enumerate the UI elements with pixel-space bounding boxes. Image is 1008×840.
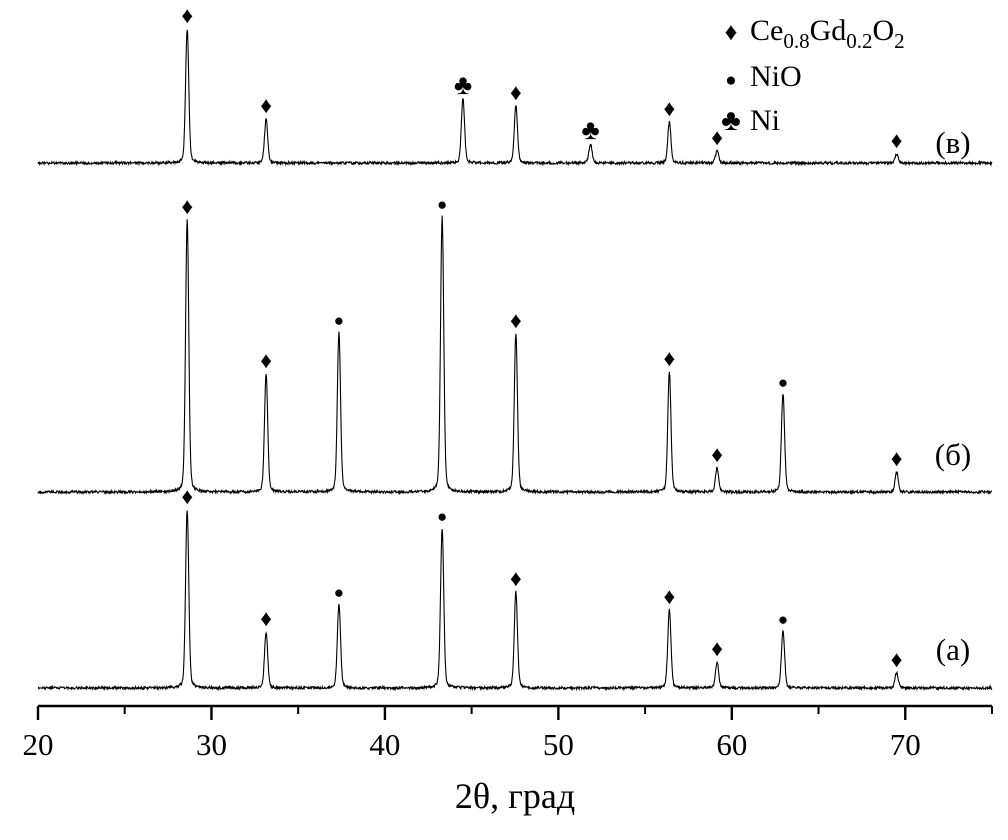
diamond-marker-icon: ♦ (181, 484, 193, 509)
peak-markers: ♦♦●●♦♦♦●♦♦♦●●♦♦♦●♦♦♦♣ ♦♣♦♦ ♦ (181, 3, 902, 672)
club-legend-icon: ♣ (721, 104, 741, 137)
x-axis-tick-label: 50 (543, 727, 574, 762)
x-axis-tick-label: 60 (716, 727, 747, 762)
diamond-marker-icon: ♦ (711, 125, 723, 150)
diamond-marker-icon: ♦ (664, 96, 676, 121)
legend: ♦ Ce0.8Gd0.2O2 ● NiO ♣ Ni (721, 14, 905, 137)
series-label: (а) (936, 632, 970, 667)
diamond-marker-icon: ♦ (664, 584, 676, 609)
club-marker-icon: ♣ (581, 115, 599, 146)
circle-legend-icon: ● (725, 70, 736, 91)
x-axis-title: 2θ, град (455, 776, 575, 816)
x-axis: 20 30 40 50 60 70 2θ, град (23, 704, 993, 816)
circle-marker-icon: ● (334, 583, 344, 602)
diffraction-trace (37, 29, 993, 167)
club-marker-icon: ♣ (454, 70, 472, 101)
diamond-marker-icon: ♦ (181, 194, 193, 219)
diamond-legend-icon: ♦ (725, 19, 738, 46)
diamond-marker-icon: ♦ (891, 647, 903, 672)
legend-entry-label: Ni (750, 104, 780, 137)
diamond-marker-icon: ♦ (260, 348, 272, 373)
series-label: (б) (935, 437, 971, 472)
diamond-marker-icon: ♦ (891, 446, 903, 471)
diamond-marker-icon: ♦ (711, 636, 723, 661)
x-axis-tick-label: 20 (23, 727, 54, 762)
circle-marker-icon: ● (437, 507, 447, 526)
diamond-marker-icon: ♦ (891, 128, 903, 153)
series-labels: (а) (б) (в) (935, 125, 971, 667)
circle-marker-icon: ● (334, 311, 344, 330)
circle-marker-icon: ● (778, 610, 788, 629)
circle-marker-icon: ● (778, 373, 788, 392)
diamond-marker-icon: ♦ (510, 80, 522, 105)
traces (37, 29, 993, 692)
series-label: (в) (935, 125, 970, 160)
legend-entry-label: Ce0.8Gd0.2O2 (750, 14, 905, 53)
circle-marker-icon: ● (437, 195, 447, 214)
diamond-marker-icon: ♦ (510, 308, 522, 333)
x-axis-tick-label: 40 (369, 727, 400, 762)
diamond-marker-icon: ♦ (664, 346, 676, 371)
legend-entry-label: NiO (750, 60, 802, 93)
x-axis-tick-label: 30 (196, 727, 227, 762)
diffraction-trace (37, 510, 993, 692)
diamond-marker-icon: ♦ (181, 3, 193, 28)
diamond-marker-icon: ♦ (711, 442, 723, 467)
diamond-marker-icon: ♦ (260, 93, 272, 118)
diffraction-trace (37, 215, 993, 496)
diamond-marker-icon: ♦ (510, 566, 522, 591)
x-axis-tick-label: 70 (890, 727, 921, 762)
diamond-marker-icon: ♦ (260, 606, 272, 631)
